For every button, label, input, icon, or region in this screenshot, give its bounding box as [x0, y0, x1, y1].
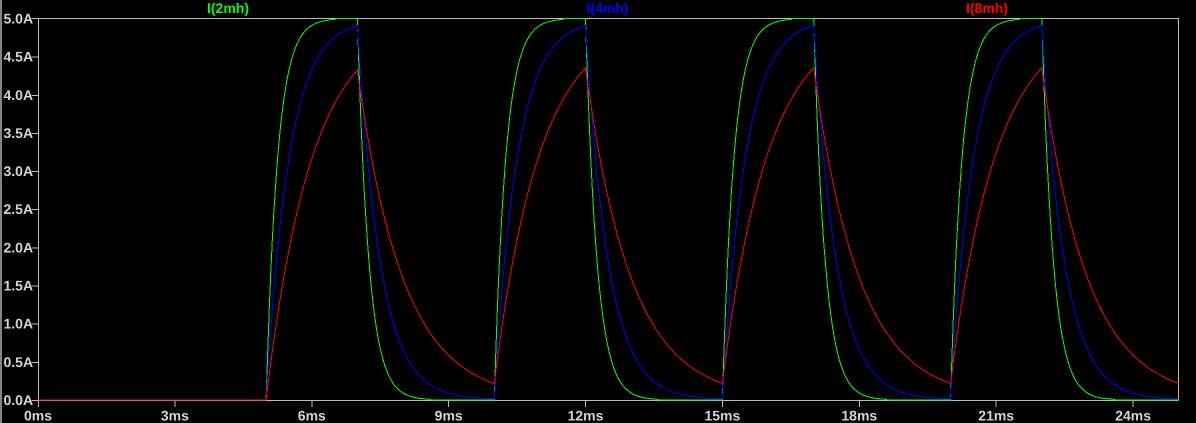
svg-text:9ms: 9ms: [435, 408, 463, 423]
svg-text:4.5A: 4.5A: [4, 49, 34, 65]
svg-text:2.0A: 2.0A: [4, 239, 34, 255]
svg-text:1.5A: 1.5A: [4, 278, 34, 294]
svg-text:3ms: 3ms: [161, 408, 189, 423]
svg-text:3.0A: 3.0A: [4, 163, 34, 179]
svg-text:4.0A: 4.0A: [4, 87, 34, 103]
svg-text:0.5A: 0.5A: [4, 354, 34, 370]
svg-text:2.5A: 2.5A: [4, 201, 34, 217]
svg-text:6ms: 6ms: [298, 408, 326, 423]
svg-text:1.0A: 1.0A: [4, 316, 34, 332]
svg-text:I(8mh): I(8mh): [966, 0, 1008, 16]
svg-text:0ms: 0ms: [24, 408, 52, 423]
svg-text:3.5A: 3.5A: [4, 125, 34, 141]
svg-text:0.0A: 0.0A: [4, 392, 34, 408]
svg-text:15ms: 15ms: [704, 408, 740, 423]
svg-text:18ms: 18ms: [841, 408, 877, 423]
svg-text:21ms: 21ms: [978, 408, 1014, 423]
svg-text:I(4mh): I(4mh): [587, 0, 629, 16]
svg-text:I(2mh): I(2mh): [207, 0, 249, 16]
svg-text:12ms: 12ms: [568, 408, 604, 423]
svg-text:24ms: 24ms: [1115, 408, 1151, 423]
svg-text:5.0A: 5.0A: [4, 11, 34, 27]
